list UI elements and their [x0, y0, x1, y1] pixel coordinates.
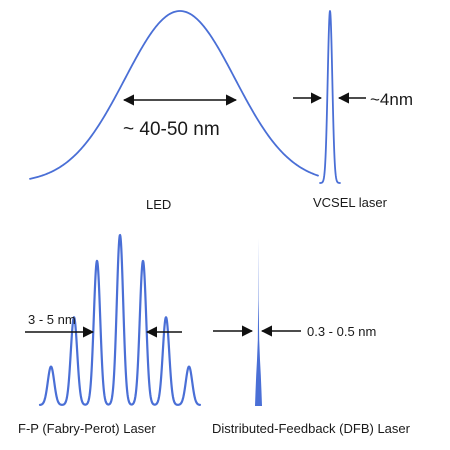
- dfb-width-label: 0.3 - 0.5 nm: [307, 324, 376, 339]
- led-panel: ~ 40-50 nm LED: [29, 10, 319, 212]
- led-title: LED: [146, 197, 171, 212]
- fp-title: F-P (Fabry-Perot) Laser: [18, 421, 156, 436]
- dfb-spectrum-peak: [255, 238, 262, 406]
- dfb-title: Distributed-Feedback (DFB) Laser: [212, 421, 411, 436]
- vcsel-spectrum-curve: [319, 10, 341, 184]
- fp-spectrum-curve: [38, 233, 201, 406]
- vcsel-panel: ~4nm VCSEL laser: [293, 10, 413, 210]
- vcsel-title: VCSEL laser: [313, 195, 388, 210]
- dfb-panel: 0.3 - 0.5 nm Distributed-Feedback (DFB) …: [212, 238, 411, 436]
- led-spectrum-curve: [29, 10, 319, 180]
- fp-panel: 3 - 5 nm F-P (Fabry-Perot) Laser: [18, 233, 201, 436]
- led-width-label: ~ 40-50 nm: [123, 119, 220, 140]
- fp-width-label: 3 - 5 nm: [28, 312, 76, 327]
- vcsel-width-label: ~4nm: [370, 90, 413, 109]
